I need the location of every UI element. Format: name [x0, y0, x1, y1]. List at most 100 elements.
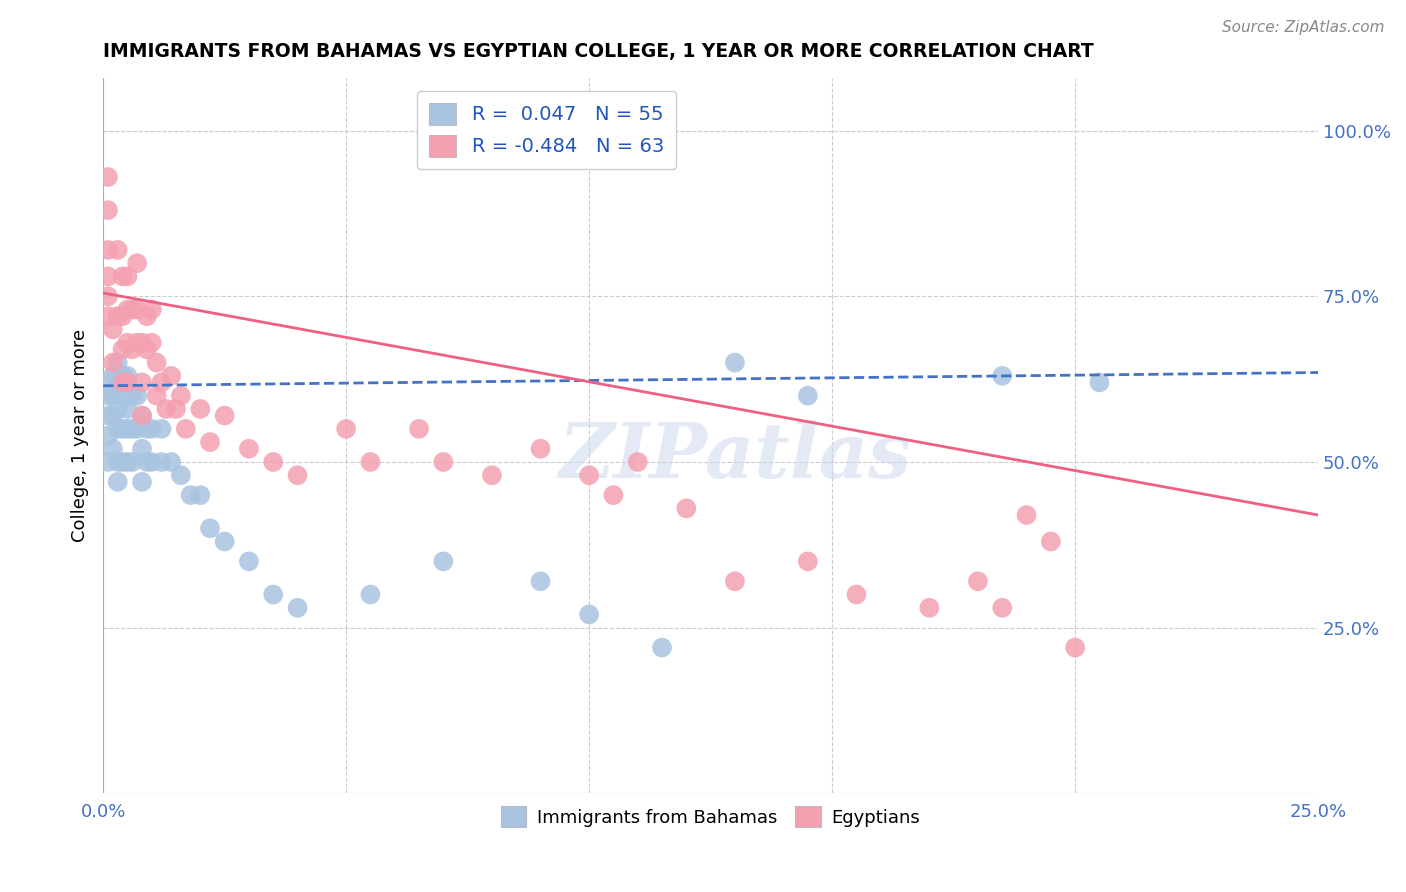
Point	[160, 368, 183, 383]
Point	[127, 422, 149, 436]
Text: IMMIGRANTS FROM BAHAMAS VS EGYPTIAN COLLEGE, 1 YEAR OR MORE CORRELATION CHART: IMMIGRANTS FROM BAHAMAS VS EGYPTIAN COLL…	[103, 42, 1094, 61]
Point	[1039, 534, 1062, 549]
Text: ZIPatlas: ZIPatlas	[558, 420, 911, 494]
Point	[117, 376, 139, 390]
Point	[97, 389, 120, 403]
Point	[101, 322, 124, 336]
Point	[111, 422, 134, 436]
Point	[238, 442, 260, 456]
Point	[101, 409, 124, 423]
Point	[150, 422, 173, 436]
Point	[578, 607, 600, 622]
Point	[111, 269, 134, 284]
Point	[967, 574, 990, 589]
Point	[991, 368, 1014, 383]
Point	[97, 309, 120, 323]
Point	[188, 488, 211, 502]
Point	[131, 335, 153, 350]
Point	[359, 588, 381, 602]
Point	[111, 376, 134, 390]
Point	[107, 355, 129, 369]
Point	[111, 343, 134, 357]
Point	[117, 368, 139, 383]
Point	[918, 600, 941, 615]
Point	[131, 409, 153, 423]
Point	[135, 422, 157, 436]
Point	[107, 475, 129, 489]
Point	[797, 554, 820, 568]
Point	[150, 455, 173, 469]
Point	[359, 455, 381, 469]
Point	[97, 428, 120, 442]
Point	[432, 455, 454, 469]
Point	[121, 343, 143, 357]
Point	[180, 488, 202, 502]
Point	[724, 574, 747, 589]
Point	[117, 269, 139, 284]
Point	[481, 468, 503, 483]
Point	[131, 442, 153, 456]
Point	[141, 422, 163, 436]
Point	[97, 376, 120, 390]
Point	[121, 422, 143, 436]
Point	[121, 389, 143, 403]
Point	[198, 521, 221, 535]
Point	[432, 554, 454, 568]
Point	[121, 455, 143, 469]
Point	[111, 309, 134, 323]
Point	[117, 455, 139, 469]
Point	[797, 389, 820, 403]
Legend: Immigrants from Bahamas, Egyptians: Immigrants from Bahamas, Egyptians	[494, 799, 928, 834]
Point	[127, 389, 149, 403]
Point	[101, 442, 124, 456]
Point	[141, 302, 163, 317]
Point	[155, 401, 177, 416]
Point	[578, 468, 600, 483]
Point	[198, 435, 221, 450]
Point	[188, 401, 211, 416]
Point	[101, 389, 124, 403]
Point	[238, 554, 260, 568]
Point	[131, 475, 153, 489]
Point	[287, 468, 309, 483]
Point	[101, 368, 124, 383]
Point	[97, 243, 120, 257]
Point	[107, 376, 129, 390]
Point	[170, 468, 193, 483]
Point	[97, 409, 120, 423]
Point	[135, 455, 157, 469]
Point	[1015, 508, 1038, 522]
Point	[107, 243, 129, 257]
Point	[408, 422, 430, 436]
Point	[111, 389, 134, 403]
Point	[117, 422, 139, 436]
Point	[127, 335, 149, 350]
Point	[135, 343, 157, 357]
Point	[117, 302, 139, 317]
Point	[127, 256, 149, 270]
Point	[145, 355, 167, 369]
Point	[117, 335, 139, 350]
Point	[529, 574, 551, 589]
Point	[529, 442, 551, 456]
Point	[117, 401, 139, 416]
Point	[135, 309, 157, 323]
Point	[1088, 376, 1111, 390]
Point	[214, 409, 236, 423]
Point	[724, 355, 747, 369]
Point	[107, 309, 129, 323]
Point	[97, 169, 120, 184]
Point	[145, 389, 167, 403]
Point	[107, 422, 129, 436]
Point	[127, 302, 149, 317]
Point	[107, 401, 129, 416]
Point	[141, 335, 163, 350]
Point	[97, 269, 120, 284]
Point	[845, 588, 868, 602]
Point	[111, 455, 134, 469]
Point	[165, 401, 187, 416]
Point	[97, 289, 120, 303]
Point	[174, 422, 197, 436]
Point	[335, 422, 357, 436]
Point	[1064, 640, 1087, 655]
